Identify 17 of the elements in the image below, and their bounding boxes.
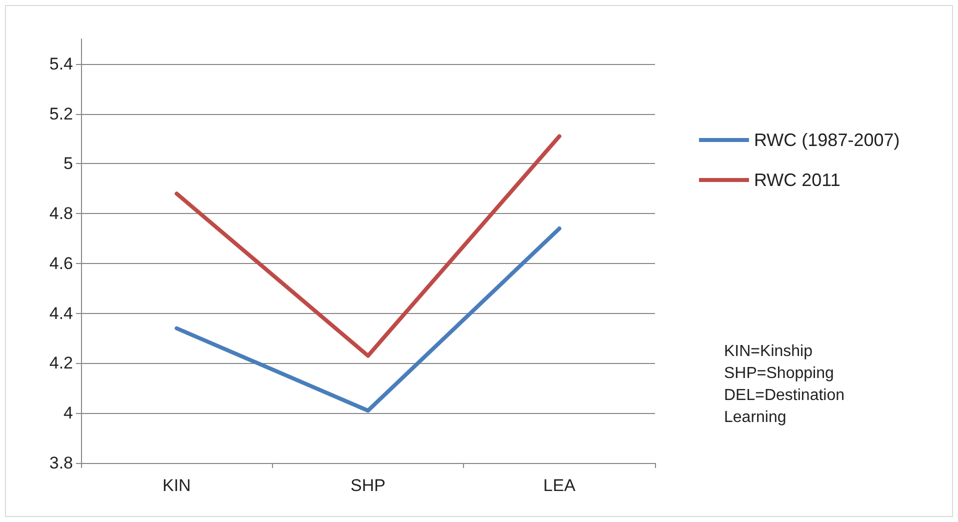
y-tick-label: 4.2 <box>49 354 73 373</box>
y-tick-label: 3.8 <box>49 454 73 472</box>
y-tick-label: 4.6 <box>49 254 73 273</box>
y-tick-label: 4.8 <box>49 204 73 224</box>
legend-label: RWC 2011 <box>754 170 840 190</box>
text: DEL=Destination Learning <box>724 386 846 428</box>
x-tick-label: SHP <box>350 476 386 495</box>
y-tick-label: 5.2 <box>49 104 73 124</box>
y-tick-label: 5 <box>64 154 73 174</box>
x-tick-label: KIN <box>162 476 191 495</box>
x-tick-label: LEA <box>543 476 576 495</box>
text: KIN=Kinship <box>724 342 814 362</box>
legend-label: RWC (1987-2007) <box>754 130 900 150</box>
y-tick-label: 4.4 <box>49 304 73 323</box>
y-tick-label: 5.4 <box>49 54 73 74</box>
y-tick-label: 4 <box>64 404 73 423</box>
text: SHP=Shopping <box>724 364 835 384</box>
